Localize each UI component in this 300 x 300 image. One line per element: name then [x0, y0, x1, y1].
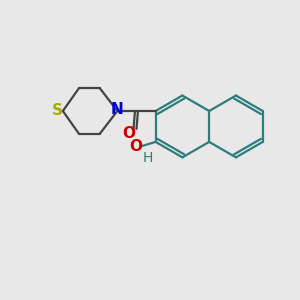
Text: H: H	[142, 151, 153, 165]
Text: S: S	[52, 103, 63, 118]
Text: O: O	[129, 139, 142, 154]
Text: N: N	[111, 102, 124, 117]
Text: O: O	[123, 126, 136, 141]
